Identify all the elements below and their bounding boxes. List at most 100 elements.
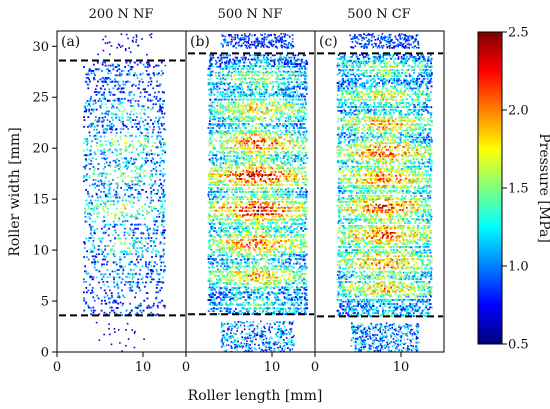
pressure-cell	[140, 304, 142, 307]
pressure-cell	[292, 254, 295, 257]
panel-a-heatmap	[82, 33, 167, 352]
pressure-cell	[287, 288, 290, 291]
pressure-cell	[247, 278, 249, 281]
pressure-cell	[118, 103, 121, 106]
pressure-cell	[131, 126, 134, 128]
pressure-cell	[210, 245, 212, 248]
pressure-cell	[246, 230, 248, 232]
pressure-cell	[285, 214, 288, 217]
pressure-cell	[111, 306, 113, 309]
pressure-cell	[112, 99, 114, 102]
pressure-cell	[262, 283, 265, 286]
pressure-cell	[305, 292, 307, 295]
pressure-cell	[303, 209, 306, 212]
pressure-cell	[264, 193, 267, 196]
pressure-cell	[283, 265, 286, 268]
pressure-cell	[276, 221, 279, 224]
pressure-cell	[245, 206, 248, 209]
pressure-cell	[157, 131, 160, 134]
pressure-cell	[133, 122, 136, 125]
pressure-cell	[154, 168, 156, 170]
pressure-cell	[305, 193, 308, 196]
pressure-cell	[92, 242, 94, 245]
pressure-cell	[256, 312, 259, 314]
pressure-cell	[278, 303, 280, 306]
pressure-cell	[277, 259, 280, 261]
pressure-cell	[131, 140, 134, 143]
pressure-cell	[125, 61, 128, 64]
pressure-cell	[83, 116, 85, 118]
pressure-cell	[129, 187, 132, 189]
pressure-cell	[137, 179, 140, 181]
pressure-cell	[278, 187, 281, 189]
pressure-cell	[128, 276, 131, 279]
pressure-cell	[290, 236, 293, 239]
pressure-cell	[124, 192, 127, 195]
pressure-cell	[219, 223, 221, 225]
pressure-cell	[250, 278, 253, 281]
pressure-cell	[257, 221, 260, 224]
pressure-cell	[250, 193, 253, 196]
pressure-cell	[286, 193, 288, 196]
pressure-cell	[164, 270, 166, 273]
pressure-cell	[259, 271, 262, 273]
pressure-cell	[254, 310, 257, 313]
pressure-cell	[265, 203, 268, 206]
pressure-cell	[138, 212, 141, 215]
pressure-cell	[223, 230, 226, 232]
pressure-cell	[89, 80, 91, 83]
pressure-cell	[282, 210, 284, 212]
pressure-cell	[125, 281, 128, 283]
pressure-cell	[248, 258, 250, 260]
pressure-cell	[252, 183, 255, 186]
pressure-cell	[146, 63, 149, 66]
pressure-cell	[227, 196, 230, 199]
pressure-cell	[101, 112, 103, 115]
pressure-cell	[290, 297, 293, 300]
pressure-cell	[298, 215, 301, 218]
pressure-cell	[92, 255, 95, 258]
pressure-cell	[220, 238, 222, 241]
pressure-cell	[101, 151, 104, 154]
pressure-cell	[266, 301, 268, 304]
pressure-cell	[209, 219, 212, 222]
pressure-cell	[218, 307, 220, 310]
pressure-cell	[222, 195, 225, 198]
pressure-cell	[104, 176, 107, 179]
pressure-cell	[253, 258, 255, 260]
pressure-cell	[120, 265, 123, 268]
pressure-cell	[156, 272, 158, 275]
pressure-cell	[247, 190, 250, 193]
pressure-cell	[229, 308, 231, 310]
pressure-cell	[141, 242, 143, 245]
pressure-cell	[137, 199, 140, 202]
pressure-cell	[272, 265, 275, 268]
pressure-cell	[207, 221, 210, 224]
pressure-cell	[257, 288, 259, 291]
pressure-cell	[279, 278, 282, 281]
pressure-cell	[230, 196, 233, 199]
pressure-cell	[163, 143, 165, 146]
pressure-cell	[228, 221, 231, 224]
pressure-cell	[277, 188, 279, 191]
pressure-cell	[138, 273, 141, 276]
pressure-cell	[126, 322, 129, 325]
pressure-cell	[135, 148, 138, 151]
pressure-cell	[112, 68, 115, 71]
pressure-cell	[94, 88, 97, 91]
pressure-cell	[225, 251, 228, 253]
pressure-cell	[107, 211, 109, 214]
pressure-cell	[101, 200, 104, 203]
pressure-cell	[247, 259, 249, 261]
pressure-cell	[131, 143, 134, 146]
pressure-cell	[222, 203, 225, 206]
pressure-cell	[124, 182, 127, 185]
pressure-cell	[124, 66, 127, 68]
pressure-cell	[219, 241, 222, 244]
pressure-cell	[222, 221, 225, 224]
pressure-cell	[104, 35, 107, 38]
pressure-cell	[129, 289, 131, 292]
pressure-cell	[122, 91, 125, 93]
pressure-cell	[230, 248, 232, 251]
pressure-cell	[242, 301, 245, 304]
